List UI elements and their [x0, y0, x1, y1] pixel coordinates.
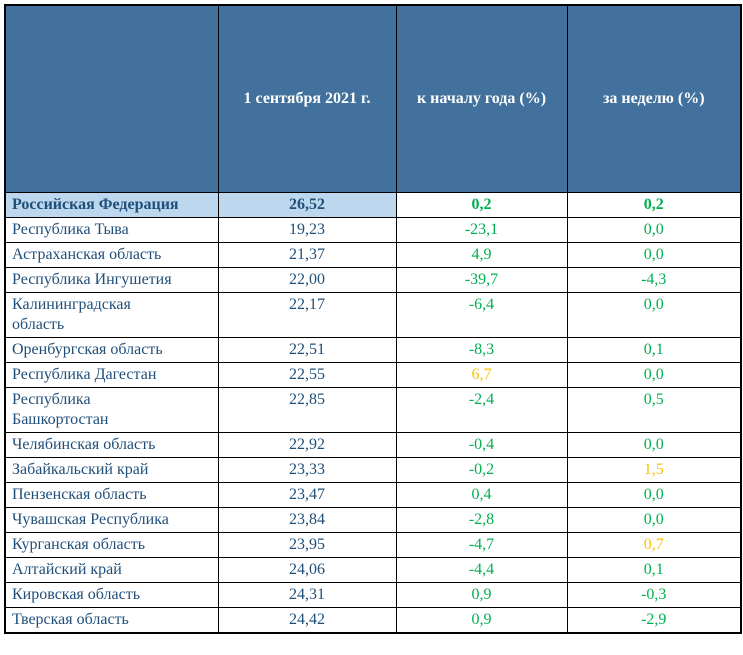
region-name: Кировская область [4, 582, 219, 608]
week-change: 0,0 [566, 217, 742, 243]
ytd-change: 0,2 [395, 192, 568, 218]
price-value: 23,84 [217, 507, 397, 533]
table-row: Кировская область 24,31 0,9 -0,3 [4, 582, 742, 608]
week-change: 0,1 [566, 557, 742, 583]
week-change: -0,3 [566, 582, 742, 608]
ytd-change: -6,4 [395, 292, 568, 338]
price-value: 22,85 [217, 387, 397, 433]
region-name: Оренбургская область [4, 337, 219, 363]
week-change: 0,7 [566, 532, 742, 558]
regional-price-table: 1 сентября 2021 г. к началу года (%) за … [4, 4, 742, 634]
region-name: Астраханская область [4, 242, 219, 268]
header-row: 1 сентября 2021 г. к началу года (%) за … [4, 4, 742, 193]
price-value: 24,31 [217, 582, 397, 608]
ytd-change: 0,4 [395, 482, 568, 508]
week-change: -4,3 [566, 267, 742, 293]
header-date: 1 сентября 2021 г. [217, 4, 397, 193]
header-ytd-percent: к началу года (%) [395, 4, 568, 193]
table-row: Астраханская область 21,37 4,9 0,0 [4, 242, 742, 268]
ytd-change: -4,4 [395, 557, 568, 583]
price-value: 21,37 [217, 242, 397, 268]
region-name: Тверская область [4, 607, 219, 633]
region-name: Калининградская область [4, 292, 219, 338]
ytd-change: -2,4 [395, 387, 568, 433]
region-name: Республика Дагестан [4, 362, 219, 388]
ytd-change: -0,4 [395, 432, 568, 458]
table-row: Республика Дагестан 22,55 6,7 0,0 [4, 362, 742, 388]
region-name: Забайкальский край [4, 457, 219, 483]
price-value: 24,06 [217, 557, 397, 583]
price-value: 23,47 [217, 482, 397, 508]
week-change: 0,0 [566, 432, 742, 458]
week-change: 0,2 [566, 192, 742, 218]
ytd-change: -2,8 [395, 507, 568, 533]
week-change: 0,0 [566, 507, 742, 533]
region-name: Чувашская Республика [4, 507, 219, 533]
ytd-change: 0,9 [395, 607, 568, 633]
table-row: Республика Ингушетия 22,00 -39,7 -4,3 [4, 267, 742, 293]
table-row: Курганская область 23,95 -4,7 0,7 [4, 532, 742, 558]
region-name: Алтайский край [4, 557, 219, 583]
week-change: 0,5 [566, 387, 742, 433]
header-region [4, 4, 219, 193]
week-change: -2,9 [566, 607, 742, 633]
price-value: 23,33 [217, 457, 397, 483]
price-value: 26,52 [217, 192, 397, 218]
region-name: Российская Федерация [4, 192, 219, 218]
ytd-change: -0,2 [395, 457, 568, 483]
price-value: 22,51 [217, 337, 397, 363]
ytd-change: -23,1 [395, 217, 568, 243]
region-name: Пензенская область [4, 482, 219, 508]
ytd-change: -4,7 [395, 532, 568, 558]
header-week-percent: за неделю (%) [566, 4, 742, 193]
price-value: 22,92 [217, 432, 397, 458]
table-row: Российская Федерация 26,52 0,2 0,2 [4, 192, 742, 218]
table-row: Республика Тыва 19,23 -23,1 0,0 [4, 217, 742, 243]
table-body: Российская Федерация 26,52 0,2 0,2 Республик… [4, 192, 742, 633]
region-name: Курганская область [4, 532, 219, 558]
table-row: Чувашская Республика 23,84 -2,8 0,0 [4, 507, 742, 533]
price-value: 24,42 [217, 607, 397, 633]
ytd-change: 6,7 [395, 362, 568, 388]
week-change: 1,5 [566, 457, 742, 483]
table-row: Забайкальский край 23,33 -0,2 1,5 [4, 457, 742, 483]
table-row: Алтайский край 24,06 -4,4 0,1 [4, 557, 742, 583]
price-value: 23,95 [217, 532, 397, 558]
ytd-change: -39,7 [395, 267, 568, 293]
week-change: 0,0 [566, 362, 742, 388]
week-change: 0,0 [566, 292, 742, 338]
table-row: Челябинская область 22,92 -0,4 0,0 [4, 432, 742, 458]
price-value: 22,17 [217, 292, 397, 338]
region-name: Республика Башкортостан [4, 387, 219, 433]
table-row: Республика Башкортостан 22,85 -2,4 0,5 [4, 387, 742, 433]
ytd-change: -8,3 [395, 337, 568, 363]
price-value: 22,00 [217, 267, 397, 293]
region-name: Челябинская область [4, 432, 219, 458]
table-row: Тверская область 24,42 0,9 -2,9 [4, 607, 742, 633]
price-value: 22,55 [217, 362, 397, 388]
region-name: Республика Ингушетия [4, 267, 219, 293]
table-row: Пензенская область 23,47 0,4 0,0 [4, 482, 742, 508]
region-name: Республика Тыва [4, 217, 219, 243]
week-change: 0,1 [566, 337, 742, 363]
table-header: 1 сентября 2021 г. к началу года (%) за … [4, 4, 742, 193]
table-row: Оренбургская область 22,51 -8,3 0,1 [4, 337, 742, 363]
week-change: 0,0 [566, 482, 742, 508]
ytd-change: 4,9 [395, 242, 568, 268]
price-value: 19,23 [217, 217, 397, 243]
week-change: 0,0 [566, 242, 742, 268]
table-row: Калининградская область 22,17 -6,4 0,0 [4, 292, 742, 338]
ytd-change: 0,9 [395, 582, 568, 608]
